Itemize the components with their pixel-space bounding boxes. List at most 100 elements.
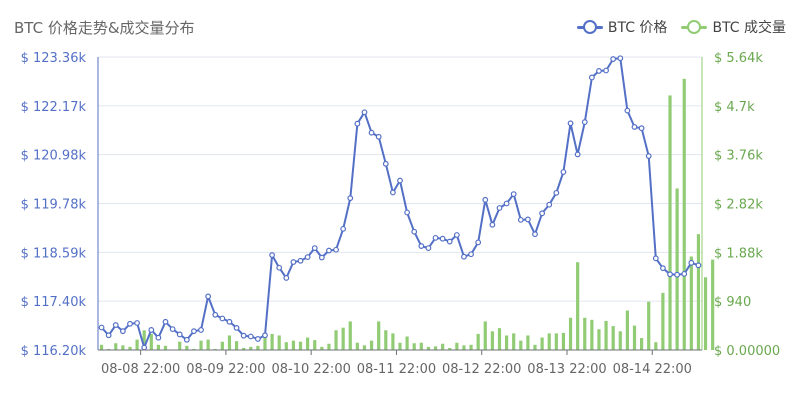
volume-bar	[711, 259, 715, 350]
volume-bar	[490, 331, 494, 350]
price-point	[119, 328, 126, 335]
price-point	[624, 107, 631, 114]
volume-bar	[568, 317, 573, 350]
volume-bar	[199, 340, 203, 350]
volume-bar	[206, 339, 210, 350]
price-point	[667, 271, 673, 278]
price-point	[567, 120, 574, 127]
price-point	[645, 153, 652, 159]
price-point	[304, 254, 311, 261]
price-point	[375, 133, 382, 140]
volume-bar	[227, 335, 232, 350]
volume-bar	[220, 341, 224, 350]
volume-bar	[298, 341, 303, 350]
y-left-tick-label: $ 117.40k	[21, 295, 87, 310]
volume-bar	[327, 343, 331, 350]
price-point	[148, 327, 155, 333]
volume-bar	[377, 321, 381, 350]
volume-bar	[426, 346, 431, 350]
volume-bar	[334, 330, 338, 350]
volume-bar	[597, 329, 601, 350]
price-line-path	[100, 57, 699, 349]
y-right-tick-label: $ 1.88k	[714, 246, 763, 261]
price-point	[318, 254, 325, 261]
price-point	[198, 327, 204, 333]
volume-bar	[533, 344, 537, 350]
price-point	[588, 74, 595, 81]
volume-bar	[583, 317, 587, 350]
price-point	[382, 160, 389, 167]
price-point	[340, 225, 347, 232]
price-point	[489, 221, 496, 228]
grid-layer	[98, 56, 702, 302]
price-point	[269, 252, 275, 258]
price-point	[276, 264, 283, 271]
price-point	[525, 216, 531, 223]
price-point	[240, 332, 247, 339]
volume-bar	[519, 340, 523, 350]
legend-item-price[interactable]: BTC 价格	[576, 17, 668, 37]
volume-bar	[249, 346, 253, 350]
volume-bar	[469, 344, 473, 350]
volume-bar	[476, 333, 480, 350]
price-point	[446, 238, 453, 245]
price-point	[389, 189, 396, 196]
volume-bar	[433, 346, 438, 350]
legend-volume-label: BTC 成交量	[712, 20, 786, 36]
price-point	[112, 322, 119, 328]
volume-bar	[668, 95, 672, 350]
volume-bar	[526, 335, 530, 350]
volume-bar	[462, 345, 466, 350]
volume-bar	[654, 342, 658, 350]
x-tick-label: 08-08 22:00	[101, 362, 180, 377]
price-point	[354, 120, 361, 127]
volume-bar	[398, 342, 402, 350]
volume-bar	[234, 341, 239, 350]
volume-bar	[419, 342, 423, 350]
y-left-tick-label: $ 118.59k	[21, 246, 87, 261]
price-point	[191, 328, 197, 335]
price-point	[311, 245, 318, 252]
volume-bar	[320, 346, 324, 350]
price-point	[333, 246, 339, 253]
y-right-tick-label: $ 3.76k	[714, 149, 763, 164]
price-point	[453, 232, 460, 238]
x-tick-label: 08-11 22:00	[357, 362, 436, 377]
y-left-tick-label: $ 122.17k	[21, 100, 87, 115]
volume-bar	[341, 327, 345, 350]
volume-bar	[263, 336, 267, 350]
y-left-tick-label: $ 123.36k	[21, 51, 87, 66]
volume-bars	[99, 78, 715, 350]
price-point	[219, 315, 226, 322]
volume-bar	[625, 310, 629, 350]
price-point	[496, 205, 503, 211]
y-left-tick-label: $ 119.78k	[21, 198, 87, 213]
y-left-tick-label: $ 116.20k	[21, 344, 87, 359]
legend-price-label: BTC 价格	[607, 20, 668, 36]
price-point	[105, 332, 112, 339]
legend[interactable]: BTC 价格 BTC 成交量	[563, 17, 786, 37]
volume-bar	[455, 342, 459, 350]
volume-bar	[504, 335, 509, 350]
volume-bar	[412, 343, 416, 350]
volume-bar	[618, 331, 622, 350]
price-point	[368, 129, 375, 136]
volume-bar	[156, 344, 160, 350]
volume-bar	[689, 256, 693, 350]
volume-bar	[178, 341, 182, 350]
volume-bar	[163, 345, 168, 350]
price-point	[397, 177, 403, 184]
price-point	[127, 320, 133, 327]
volume-bar	[256, 345, 260, 350]
y-right-tick-label: $ 4.7k	[714, 100, 755, 115]
price-point	[404, 209, 411, 216]
legend-item-volume[interactable]: BTC 成交量	[681, 17, 786, 37]
price-point	[674, 271, 681, 278]
price-point	[553, 189, 560, 196]
price-point	[652, 255, 659, 262]
volume-bar	[128, 346, 132, 350]
price-point	[695, 262, 702, 269]
price-point	[638, 125, 645, 132]
legend-volume-swatch-icon	[681, 20, 708, 34]
price-point	[482, 196, 489, 203]
